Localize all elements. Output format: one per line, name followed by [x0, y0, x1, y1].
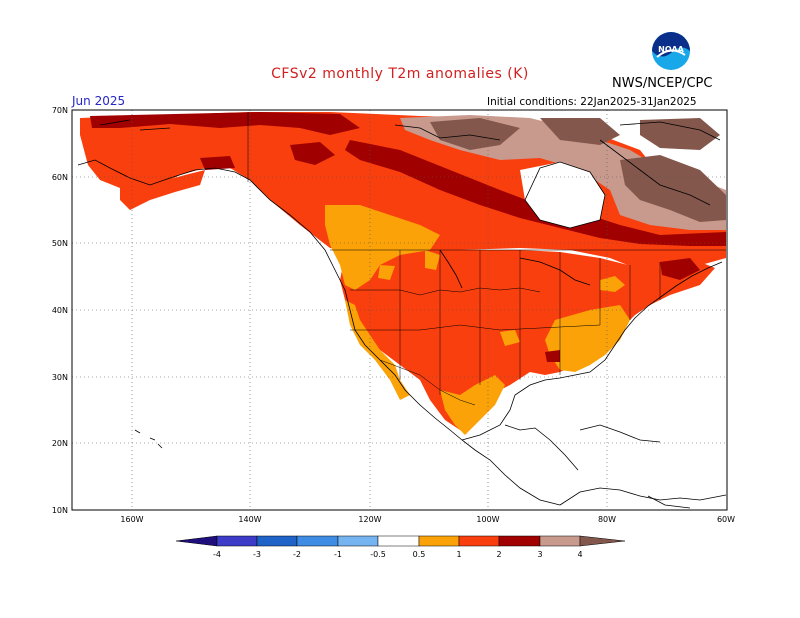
legend-swatch	[216, 535, 258, 547]
lon-label: 140W	[238, 515, 261, 524]
legend-label: 2	[496, 550, 501, 559]
legend-label: -4	[213, 550, 221, 559]
lat-label: 30N	[52, 373, 68, 382]
latitude-labels: 70N 60N 50N 40N 30N 20N 10N	[52, 106, 68, 515]
lat-label: 50N	[52, 239, 68, 248]
longitude-labels: 160W 140W 120W 100W 80W 60W	[120, 515, 735, 524]
initial-conditions: Initial conditions: 22Jan2025-31Jan2025	[487, 96, 697, 108]
lon-label: 80W	[598, 515, 616, 524]
coastlines	[77, 119, 727, 509]
legend-swatch	[337, 535, 379, 547]
legend-swatch	[539, 535, 581, 547]
legend-label: 3	[537, 550, 542, 559]
lat-label: 60N	[52, 173, 68, 182]
lon-label: 160W	[120, 515, 143, 524]
org-label: NWS/NCEP/CPC	[612, 76, 713, 91]
legend-swatch	[498, 535, 541, 547]
legend-swatch	[256, 535, 298, 547]
legend-label: 0.5	[413, 550, 426, 559]
anomaly-region-dark-red-north	[90, 112, 360, 135]
lon-label: 120W	[358, 515, 381, 524]
legend-swatch	[175, 535, 218, 547]
legend-swatch	[296, 535, 339, 547]
map-title: CFSv2 monthly T2m anomalies (K)	[271, 66, 529, 82]
legend-label: -3	[253, 550, 261, 559]
lat-label: 10N	[52, 506, 68, 515]
anomaly-region-orange-southeast	[545, 305, 630, 372]
gridlines	[72, 110, 727, 510]
svg-text:NOAA: NOAA	[658, 45, 684, 54]
legend-label: -1	[334, 550, 342, 559]
color-legend	[175, 535, 626, 547]
lon-label: 100W	[476, 515, 499, 524]
anomaly-region-orange-west	[325, 205, 440, 290]
lat-label: 40N	[52, 306, 68, 315]
forecast-month: Jun 2025	[72, 94, 126, 108]
lat-label: 20N	[52, 439, 68, 448]
legend-swatch	[458, 535, 500, 547]
legend-swatch	[579, 535, 626, 547]
lon-label: 60W	[717, 515, 735, 524]
legend-swatch	[418, 535, 460, 547]
anomaly-region-alaska	[120, 170, 205, 210]
legend-label: -0.5	[370, 550, 386, 559]
lat-label: 70N	[52, 106, 68, 115]
legend-label: -2	[293, 550, 301, 559]
legend-label: 1	[456, 550, 461, 559]
noaa-logo-icon: NOAA	[652, 32, 690, 70]
legend-swatch	[377, 535, 420, 547]
political-borders	[247, 112, 726, 406]
legend-labels: -4 -3 -2 -1 -0.5 0.5 1 2 3 4	[213, 550, 583, 559]
legend-label: 4	[577, 550, 582, 559]
map-frame	[71, 109, 728, 511]
